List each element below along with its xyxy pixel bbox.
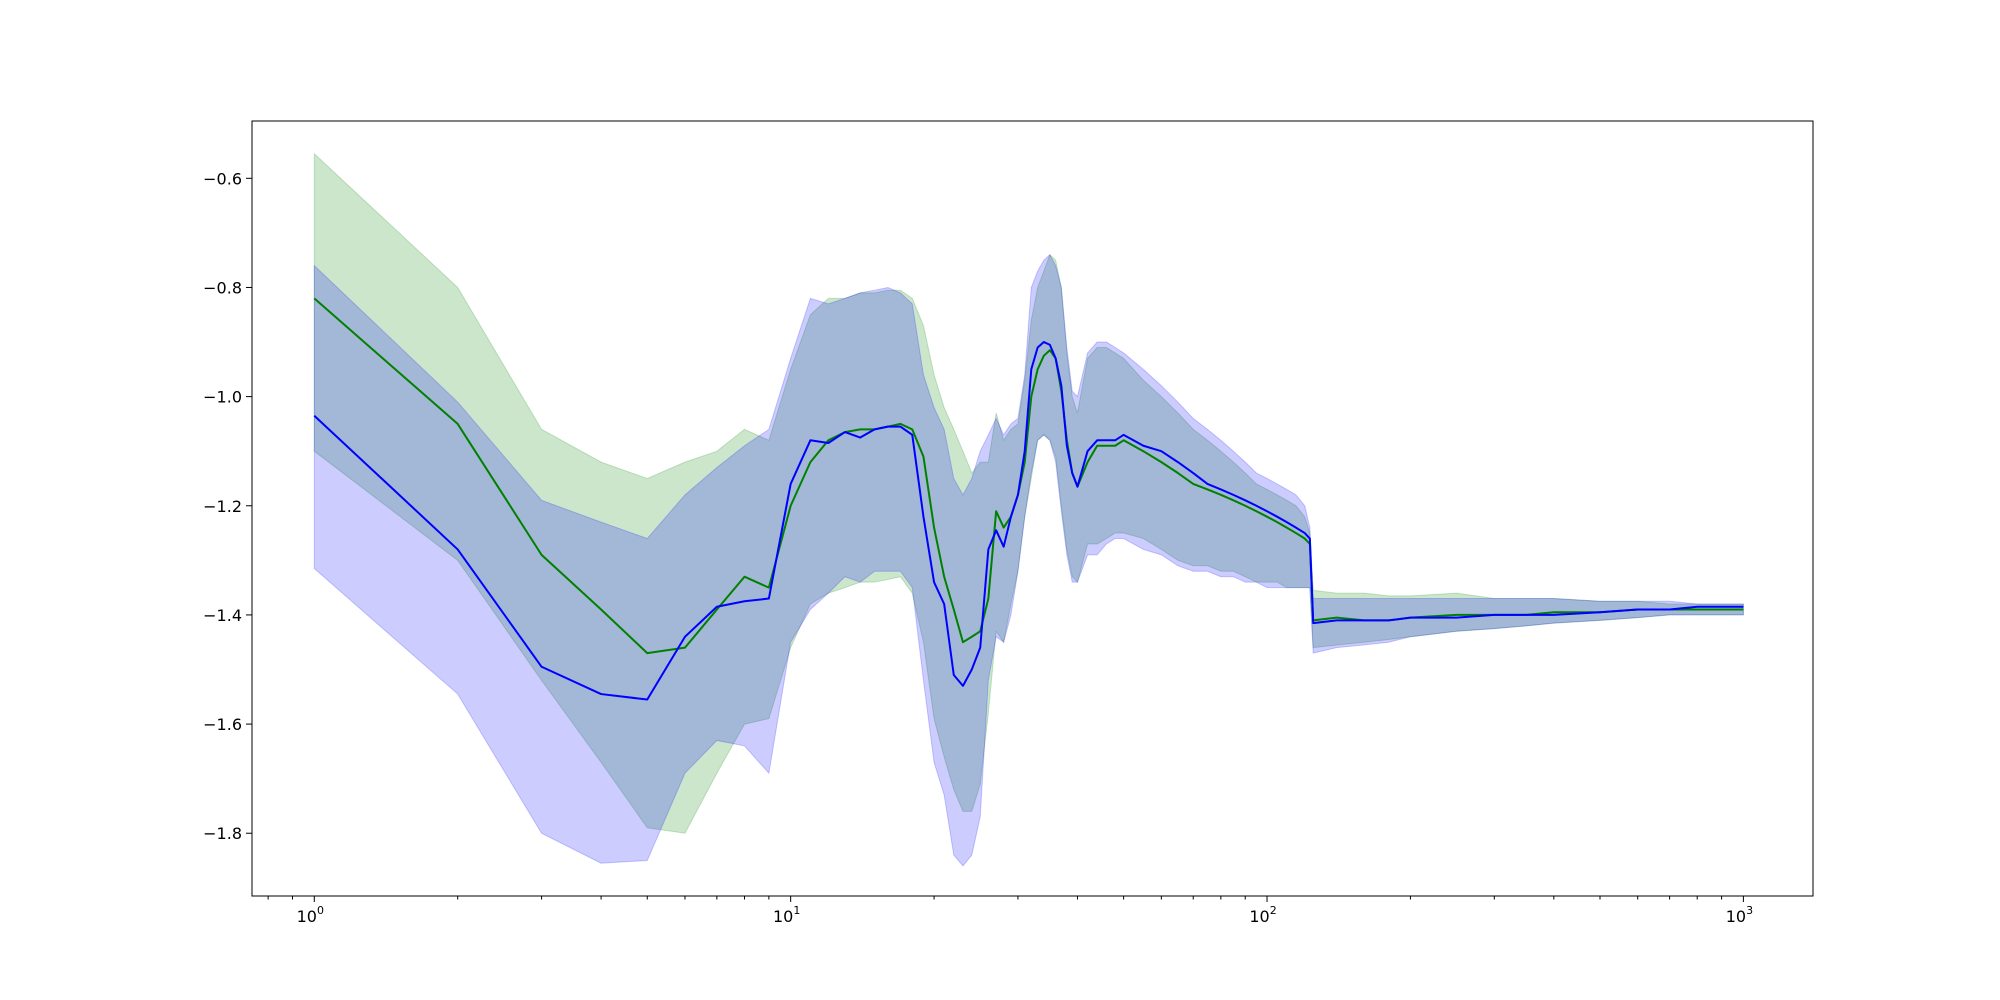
series-2-band [313, 253, 1744, 867]
plot-frame [251, 120, 1814, 897]
y-tick-label: −1.4 [203, 606, 242, 625]
y-tick-label: −1.2 [203, 497, 242, 516]
series-1-band [313, 152, 1744, 834]
series-2-line [313, 341, 1744, 701]
y-tick-label: −1.6 [203, 715, 242, 734]
y-tick-label: −0.6 [203, 169, 242, 188]
series-lines [313, 297, 1744, 701]
y-tick-label: −1.8 [203, 824, 242, 843]
confidence-bands [313, 152, 1744, 867]
y-tick-label: −1.0 [203, 388, 242, 407]
y-tick-label: −0.8 [203, 278, 242, 297]
y-axis: −0.6 −0.8 −1.0 −1.2 −1.4 −1.6 −1.8 [203, 169, 252, 843]
